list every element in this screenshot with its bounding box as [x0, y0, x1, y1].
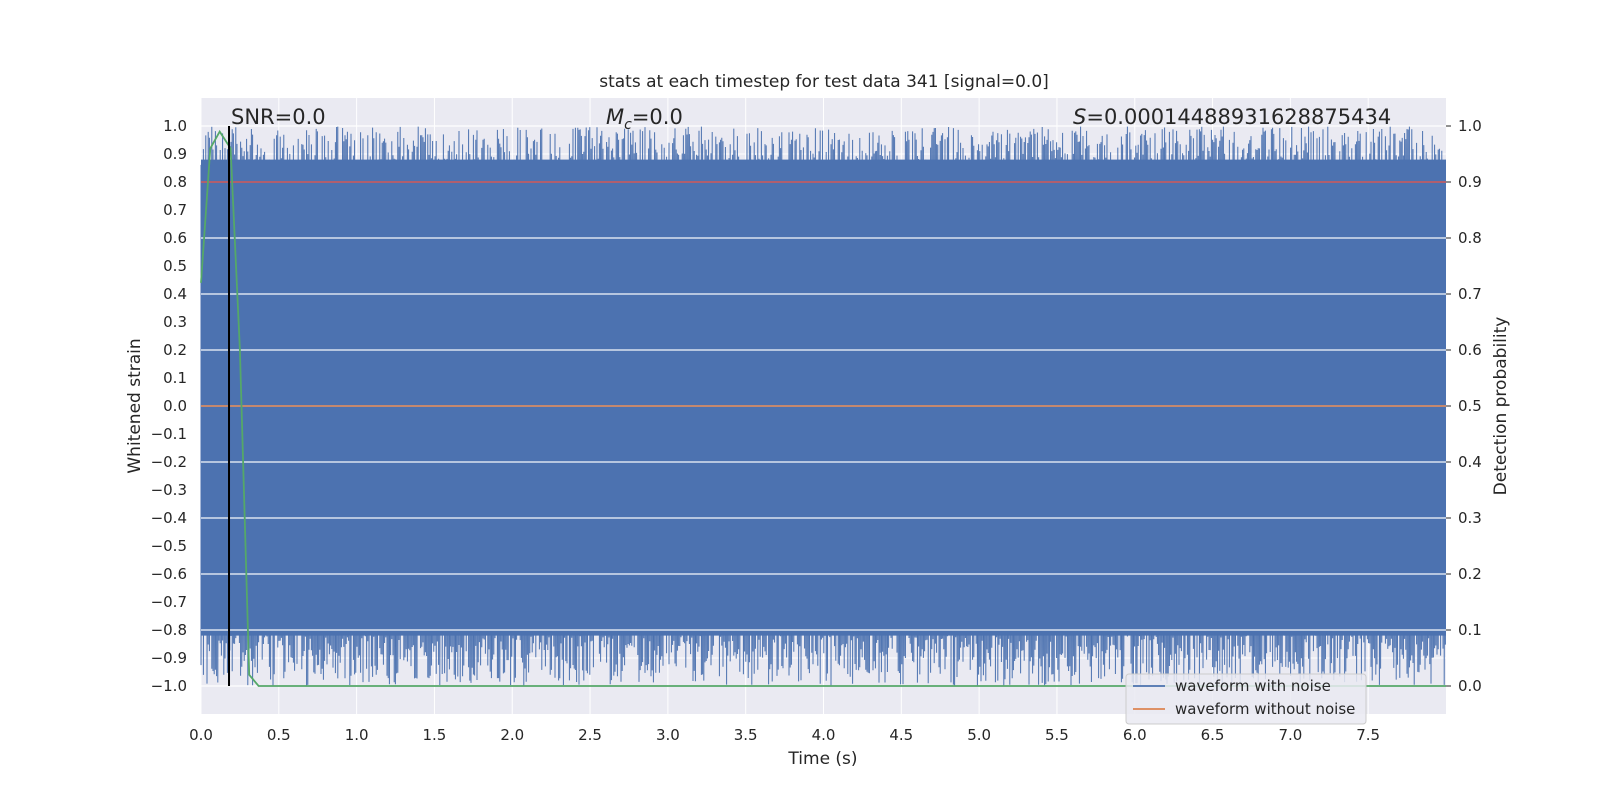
- mc-symbol: M: [606, 105, 624, 129]
- y-right-tick-labels: 1.0 0.9 0.8 0.7 0.6 0.5 0.4 0.3 0.2 0.1 0.0: [1446, 117, 1482, 695]
- y-tick-label: −0.1: [151, 425, 187, 443]
- y-tick-label: 0.6: [163, 229, 187, 247]
- x-tick-label: 5.5: [1045, 726, 1069, 744]
- x-tick-label: 1.5: [423, 726, 447, 744]
- y-tick-label: 0.0: [163, 397, 187, 415]
- y-tick-label: 0.1: [163, 369, 187, 387]
- y-tick-label: 0.5: [163, 257, 187, 275]
- snr-annotation: SNR=0.0: [231, 105, 326, 129]
- mc-annotation: Mc=0.0: [606, 105, 683, 133]
- chart-title: stats at each timestep for test data 341…: [599, 72, 1049, 92]
- y-right-tick-label: 0.4: [1458, 453, 1482, 471]
- legend-label-waveform-without-noise: waveform without noise: [1175, 700, 1355, 718]
- s-value: =0.00014488931628875434: [1086, 105, 1391, 129]
- y-tick-label: −1.0: [151, 677, 187, 695]
- y-tick-label: 0.7: [163, 201, 187, 219]
- series-detection-probability: [200, 129, 1446, 687]
- y-tick-label: 0.4: [163, 285, 187, 303]
- x-tick-label: 4.5: [889, 726, 913, 744]
- x-tick-label: 1.0: [345, 726, 369, 744]
- x-tick-labels: 0.0 0.5 1.0 1.5 2.0 2.5 3.0 3.5 4.0 4.5 5.0 5.5 6.0 6…: [189, 726, 1380, 744]
- y-axis-label: Whitened strain: [125, 338, 145, 473]
- x-tick-label: 6.0: [1123, 726, 1147, 744]
- series-waveform-with-noise: [200, 125, 1446, 686]
- x-tick-label: 5.0: [967, 726, 991, 744]
- y-right-tick-label: 1.0: [1458, 117, 1482, 135]
- y-right-tick-label: 0.1: [1458, 621, 1482, 639]
- s-symbol: S: [1073, 105, 1086, 129]
- y-tick-label: 0.2: [163, 341, 187, 359]
- y-right-tick-label: 0.3: [1458, 509, 1482, 527]
- noise-trace: [200, 125, 1446, 686]
- mc-value: =0.0: [632, 105, 683, 129]
- y-tick-label: −0.3: [151, 481, 187, 499]
- x-tick-label: 7.0: [1278, 726, 1302, 744]
- y-right-tick-label: 0.2: [1458, 565, 1482, 583]
- legend: waveform with noise waveform without noi…: [1125, 673, 1367, 725]
- x-tick-label: 0.0: [189, 726, 213, 744]
- y-right-tick-label: 0.7: [1458, 285, 1482, 303]
- x-axis-label: Time (s): [787, 749, 857, 769]
- y-tick-label: −0.6: [151, 565, 187, 583]
- y-tick-label: 1.0: [163, 117, 187, 135]
- y-right-tick-label: 0.9: [1458, 173, 1482, 191]
- y-tick-label: −0.4: [151, 509, 187, 527]
- y-tick-label: −0.7: [151, 593, 187, 611]
- legend-label-waveform-with-noise: waveform with noise: [1175, 677, 1331, 695]
- x-tick-label: 3.5: [734, 726, 758, 744]
- mc-subscript: c: [624, 117, 632, 133]
- y-tick-label: −0.5: [151, 537, 187, 555]
- y-right-tick-label: 0.6: [1458, 341, 1482, 359]
- x-tick-label: 4.0: [812, 726, 836, 744]
- y-tick-label: 0.8: [163, 173, 187, 191]
- y-tick-label: −0.9: [151, 649, 187, 667]
- y-tick-labels: 1.0 0.9 0.8 0.7 0.6 0.5 0.4 0.3 0.2 0.1 0.0 −0.1 −0.…: [151, 117, 187, 695]
- x-tick-label: 0.5: [267, 726, 291, 744]
- y-tick-label: −0.8: [151, 621, 187, 639]
- y-right-tick-label: 0.5: [1458, 397, 1482, 415]
- x-tick-label: 3.0: [656, 726, 680, 744]
- y-tick-label: 0.9: [163, 145, 187, 163]
- y-tick-label: −0.2: [151, 453, 187, 471]
- x-tick-label: 2.0: [500, 726, 524, 744]
- y-right-tick-label: 0.0: [1458, 677, 1482, 695]
- x-tick-label: 7.5: [1356, 726, 1380, 744]
- y-right-axis-label: Detection probability: [1491, 317, 1511, 496]
- x-tick-label: 2.5: [578, 726, 602, 744]
- x-tick-label: 6.5: [1201, 726, 1225, 744]
- y-right-tick-label: 0.8: [1458, 229, 1482, 247]
- s-annotation: S=0.00014488931628875434: [1073, 105, 1391, 129]
- y-tick-label: 0.3: [163, 313, 187, 331]
